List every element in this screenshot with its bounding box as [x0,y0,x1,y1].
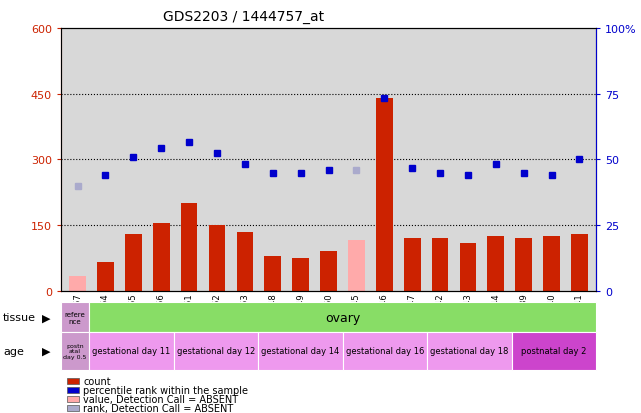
Text: ▶: ▶ [42,346,51,356]
Bar [153,223,170,291]
Text: tissue: tissue [3,313,36,323]
Text: percentile rank within the sample: percentile rank within the sample [83,385,248,395]
Bar [264,256,281,291]
Bar [512,332,596,370]
Text: age: age [3,346,24,356]
Text: refere
nce: refere nce [65,311,85,324]
Bar [89,332,174,370]
Text: ovary: ovary [325,311,360,324]
Bar [431,239,449,291]
Text: gestational day 14: gestational day 14 [262,347,340,356]
Bar [427,332,512,370]
Bar [61,303,89,332]
Bar [376,99,393,291]
Bar [571,234,588,291]
Text: GDS2203 / 1444757_at: GDS2203 / 1444757_at [163,10,324,24]
Bar [61,332,89,370]
Text: postnatal day 2: postnatal day 2 [521,347,587,356]
Bar [208,225,226,291]
Bar [174,332,258,370]
Text: gestational day 12: gestational day 12 [177,347,255,356]
Text: count: count [83,376,111,386]
Text: value, Detection Call = ABSENT: value, Detection Call = ABSENT [83,394,238,404]
Text: gestational day 11: gestational day 11 [92,347,171,356]
Bar [487,237,504,291]
Bar [348,241,365,291]
Bar [97,263,114,291]
Bar [292,259,309,291]
Bar [125,234,142,291]
Bar [460,243,476,291]
Bar [320,252,337,291]
Bar [342,332,427,370]
Bar [181,204,197,291]
Bar [543,237,560,291]
Text: gestational day 18: gestational day 18 [430,347,508,356]
Text: postn
atal
day 0.5: postn atal day 0.5 [63,343,87,359]
Text: rank, Detection Call = ABSENT: rank, Detection Call = ABSENT [83,403,233,413]
Text: ▶: ▶ [42,313,51,323]
Bar [258,332,342,370]
Bar [237,232,253,291]
Bar [404,239,420,291]
Bar [69,276,86,291]
Bar [515,239,532,291]
Text: gestational day 16: gestational day 16 [345,347,424,356]
